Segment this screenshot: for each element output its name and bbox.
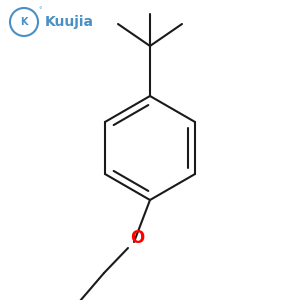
Text: °: ° xyxy=(38,7,42,13)
Text: Kuujia: Kuujia xyxy=(45,15,94,29)
Text: K: K xyxy=(20,17,28,27)
Text: O: O xyxy=(130,229,144,247)
